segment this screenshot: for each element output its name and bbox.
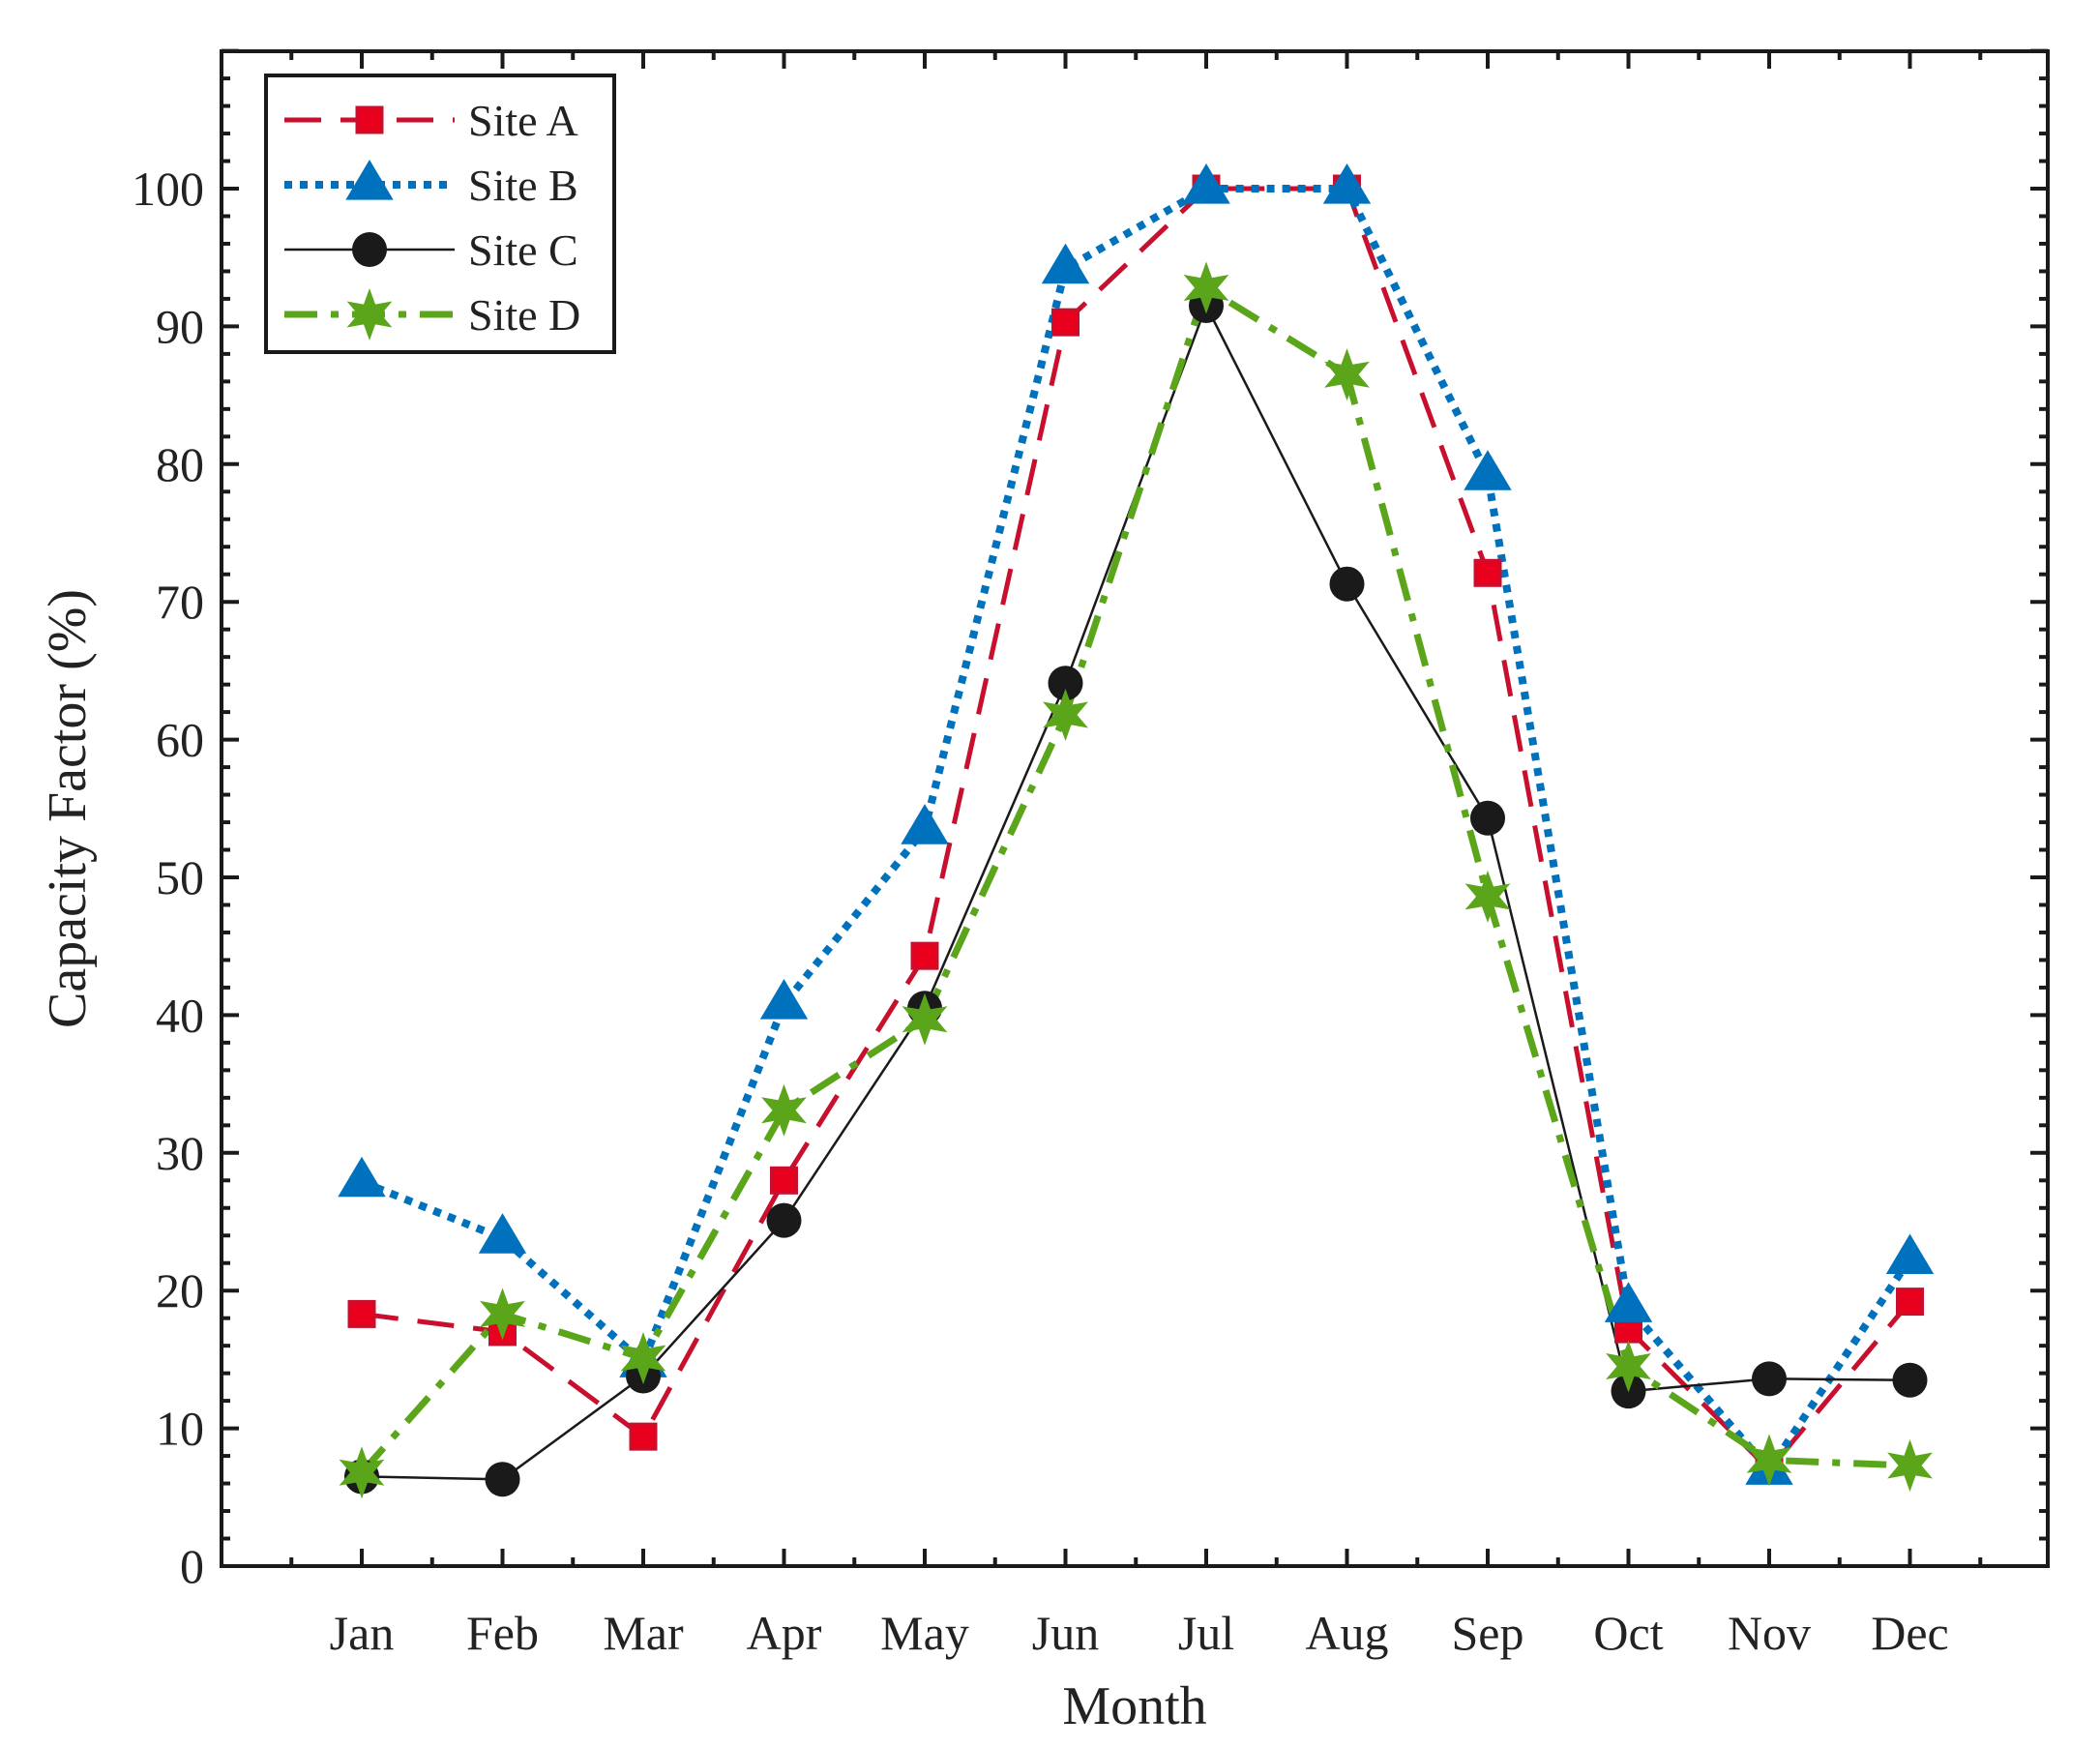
- x-tick-label: Apr: [747, 1606, 822, 1660]
- series-line-site-a: [361, 186, 1912, 1472]
- marker-triangle: [759, 979, 809, 1020]
- marker-star: [1043, 689, 1088, 741]
- x-tick-label: Mar: [603, 1606, 684, 1660]
- marker-circle: [1752, 1361, 1787, 1397]
- marker-square: [770, 1166, 798, 1195]
- marker-triangle: [1604, 1282, 1653, 1322]
- marker-star: [620, 1332, 666, 1384]
- marker-circle: [352, 232, 387, 267]
- y-tick-label: 80: [156, 437, 204, 491]
- legend-box: [264, 74, 616, 354]
- y-tick-label: 100: [132, 162, 204, 216]
- marker-circle: [766, 1202, 802, 1238]
- y-tick-label: 60: [156, 713, 204, 767]
- marker-star: [1887, 1439, 1933, 1492]
- marker-triangle: [338, 1156, 386, 1198]
- marker-square: [910, 941, 939, 970]
- marker-triangle: [1322, 163, 1372, 204]
- x-tick-label: Jul: [1178, 1606, 1234, 1660]
- legend-label: Site B: [468, 161, 578, 210]
- x-tick-label: Nov: [1728, 1606, 1811, 1660]
- y-tick-label: 40: [156, 988, 204, 1042]
- marker-circle: [1329, 566, 1365, 602]
- marker-star: [1324, 348, 1370, 401]
- x-tick-label: Dec: [1871, 1606, 1949, 1660]
- marker-star: [1606, 1340, 1651, 1393]
- legend-label: Site A: [468, 96, 578, 145]
- marker-square: [1896, 1288, 1924, 1317]
- series-lines: [359, 185, 1913, 1481]
- marker-triangle: [1464, 450, 1512, 490]
- legend: Site A Site B Site C Site D: [264, 74, 616, 354]
- legend-label: Site D: [468, 290, 580, 340]
- marker-star: [480, 1288, 525, 1341]
- x-tick-label: Oct: [1593, 1606, 1663, 1660]
- marker-star: [761, 1083, 807, 1137]
- marker-circle: [485, 1462, 520, 1497]
- marker-square: [347, 1299, 376, 1328]
- y-tick-label: 90: [156, 299, 204, 353]
- x-tick-label: Feb: [466, 1606, 539, 1660]
- marker-circle: [1892, 1362, 1928, 1398]
- y-axis-label: Capacity Factor (%): [38, 589, 98, 1028]
- series-line-site-d: [359, 284, 1910, 1475]
- marker-square: [1473, 558, 1502, 587]
- x-tick-label: Jan: [330, 1606, 395, 1660]
- y-tick-label: 70: [156, 575, 204, 629]
- y-tick-label: 10: [156, 1402, 204, 1456]
- marker-circle: [1048, 666, 1083, 701]
- marker-star: [1746, 1434, 1792, 1487]
- marker-triangle: [345, 160, 394, 200]
- marker-square: [1051, 308, 1080, 337]
- x-axis-label: Month: [1062, 1676, 1206, 1736]
- legend-label: Site C: [468, 225, 578, 275]
- y-tick-label: 20: [156, 1263, 204, 1318]
- x-tick-label: Jun: [1032, 1606, 1099, 1660]
- x-tick-label: Aug: [1305, 1606, 1388, 1660]
- x-tick-label: May: [880, 1606, 969, 1660]
- marker-triangle: [1041, 243, 1090, 284]
- series-markers: [338, 163, 1935, 1499]
- marker-triangle: [1885, 1233, 1935, 1275]
- marker-star: [1464, 870, 1511, 923]
- marker-star: [902, 992, 948, 1046]
- y-tick-label: 30: [156, 1126, 204, 1180]
- y-tick-labels: 0 10 20 30 40 50 60 70 80 90 100: [132, 162, 204, 1593]
- y-tick-label: 50: [156, 850, 204, 904]
- marker-circle: [1470, 800, 1505, 836]
- marker-square: [629, 1422, 658, 1451]
- plot-frame: [220, 49, 2050, 1568]
- marker-triangle: [1182, 163, 1230, 204]
- marker-star: [339, 1446, 385, 1499]
- marker-star: [346, 288, 393, 341]
- marker-square: [355, 105, 384, 134]
- marker-triangle: [478, 1213, 527, 1254]
- x-tick-label: Sep: [1452, 1606, 1524, 1660]
- y-tick-label: 0: [180, 1539, 204, 1593]
- marker-triangle: [901, 804, 949, 844]
- x-tick-labels: Jan Feb Mar Apr May Jun Jul Aug Sep Oct Nov Dec: [330, 1606, 1949, 1660]
- marker-star: [1183, 261, 1229, 314]
